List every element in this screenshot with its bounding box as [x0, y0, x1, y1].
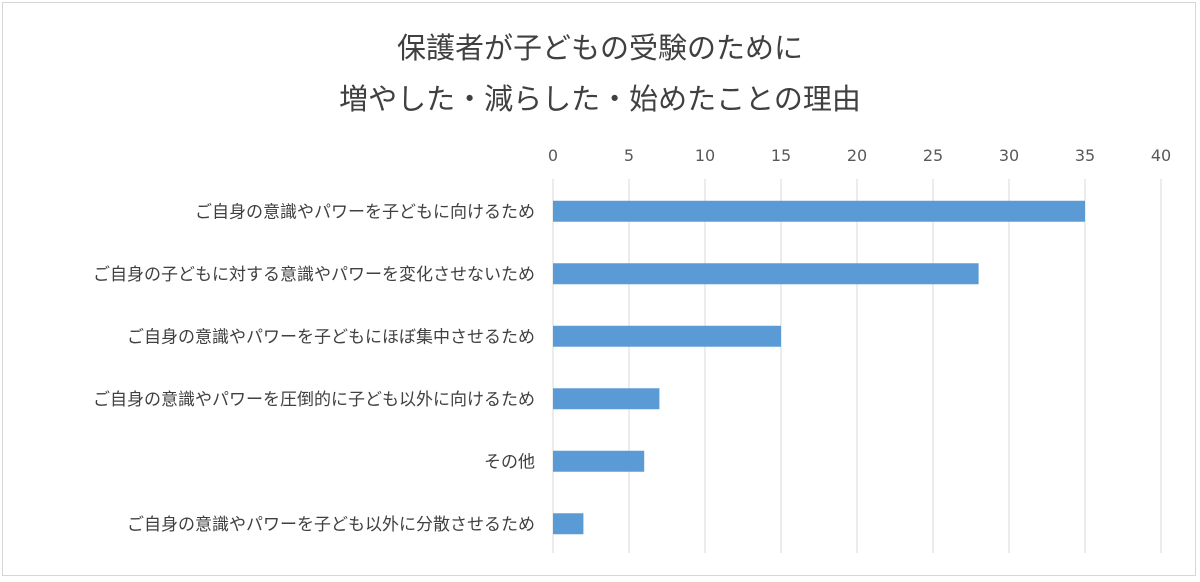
bar: [553, 513, 584, 535]
bars: [553, 200, 1085, 535]
category-label: ご自身の意識やパワーを子どもに向けるため: [195, 202, 535, 222]
bar: [553, 325, 781, 347]
x-tick-label: 0: [548, 146, 558, 165]
category-label: ご自身の意識やパワーを子ども以外に分散させるため: [127, 515, 535, 535]
category-labels: ご自身の意識やパワーを子どもに向けるためご自身の子どもに対する意識やパワーを変化…: [93, 202, 535, 535]
x-tick-label: 15: [771, 146, 791, 165]
bar: [553, 263, 979, 285]
x-tick-label: 40: [1151, 146, 1171, 165]
gridlines: [552, 179, 1162, 553]
chart-title-line-2: 増やした・減らした・始めたことの理由: [339, 82, 861, 116]
bar-chart: 保護者が子どもの受験のために 増やした・減らした・始めたことの理由 0 5 10 15…: [93, 31, 1171, 553]
x-tick-label: 20: [847, 146, 867, 165]
category-label: ご自身の意識やパワーを圧倒的に子ども以外に向けるため: [93, 390, 535, 410]
bar: [553, 388, 660, 410]
category-label: ご自身の意識やパワーを子どもにほぼ集中させるため: [127, 327, 535, 347]
x-tick-label: 5: [624, 146, 634, 165]
x-tick-label: 30: [999, 146, 1019, 165]
x-tick-label: 35: [1075, 146, 1095, 165]
bar: [553, 200, 1085, 222]
category-label: その他: [484, 452, 535, 472]
x-axis-tick-labels: 0 5 10 15 20 25 30 35 40: [548, 146, 1171, 165]
chart-title-line-1: 保護者が子どもの受験のために: [397, 31, 803, 65]
bar: [553, 450, 645, 472]
x-tick-label: 25: [923, 146, 943, 165]
x-tick-label: 10: [695, 146, 715, 165]
category-label: ご自身の子どもに対する意識やパワーを変化させないため: [93, 265, 535, 285]
